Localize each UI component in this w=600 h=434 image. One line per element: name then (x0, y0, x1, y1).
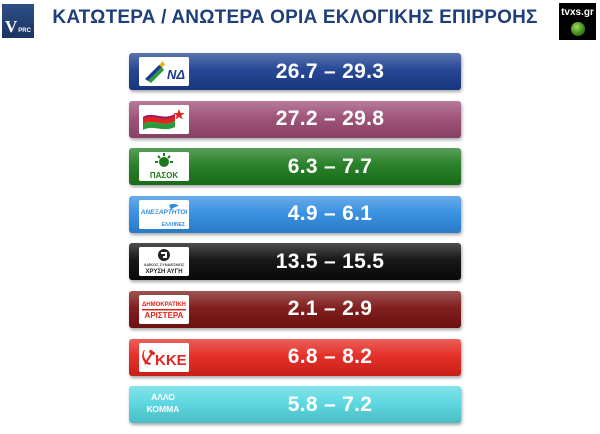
xa-logo: ΛΑΪΚΟΣ ΣΥΝΔΕΣΜΟΣ ΧΡΥΣΗ ΑΥΓΗ (139, 247, 189, 277)
dimar-logo: ΔΗΜΟΚΡΑΤΙΚΗ ΑΡΙΣΤΕΡΑ (139, 294, 189, 324)
pasok-logo-text: ΠΑΣΟΚ (149, 171, 179, 181)
results-table: ΝΔ 26.7 – 29.3 27.2 – 29.8 (129, 53, 461, 434)
dimar-logo-text-2: ΑΡΙΣΤΕΡΑ (144, 310, 184, 320)
tvxs-logo-text: tvxs.gr (561, 7, 594, 18)
syriza-logo (139, 104, 189, 134)
anel-logo: ΑΝΕΞΑΡΤΗΤΟΙ ΕΛΛΗΝΕΣ (139, 199, 189, 229)
anel-bird-icon (139, 199, 189, 229)
syriza-flag-icon (139, 104, 189, 134)
other-party-label-1: ΑΛΛΟ (151, 392, 175, 403)
xa-logo-toptext: ΛΑΪΚΟΣ ΣΥΝΔΕΣΜΟΣ (143, 262, 185, 268)
nd-torch-icon: ΝΔ (139, 57, 189, 86)
party-row-syriza: 27.2 – 29.8 (129, 100, 461, 138)
vprc-logo: V PRC (2, 4, 34, 38)
kke-logo-text: ΚΚΕ (155, 352, 187, 369)
party-row-nd: ΝΔ 26.7 – 29.3 (129, 53, 461, 90)
globe-icon (570, 22, 585, 36)
hammer-sickle-icon: ΚΚΕ (139, 342, 189, 372)
chart-title: ΚΑΤΩΤΕΡΑ / ΑΝΩΤΕΡΑ ΟΡΙΑ ΕΚΛΟΓΙΚΗΣ ΕΠΙΡΡΟ… (52, 7, 538, 28)
xa-logo-text: ΧΡΥΣΗ ΑΥΓΗ (145, 269, 183, 276)
range-value: 2.1 – 2.9 (287, 297, 373, 321)
dimar-logo-text-1: ΔΗΜΟΚΡΑΤΙΚΗ (141, 301, 187, 308)
pasok-logo: ΠΑΣΟΚ (139, 152, 189, 182)
range-value: 4.9 – 6.1 (287, 202, 373, 226)
range-value: 27.2 – 29.8 (275, 107, 385, 131)
party-row-xa: ΛΑΪΚΟΣ ΣΥΝΔΕΣΜΟΣ ΧΡΥΣΗ ΑΥΓΗ 13.5 – 15.5 (129, 243, 461, 281)
anel-logo-text: ΑΝΕΞΑΡΤΗΤΟΙ (140, 209, 188, 217)
pasok-sun-icon (139, 152, 189, 182)
range-value: 13.5 – 15.5 (275, 249, 385, 273)
vprc-logo-mark: V (5, 17, 18, 36)
kke-logo: ΚΚΕ (139, 342, 189, 372)
dimar-stripe-icon (139, 294, 189, 324)
range-value: 6.8 – 8.2 (287, 345, 373, 369)
nd-logo: ΝΔ (139, 57, 189, 86)
anel-logo-subtext: ΕΛΛΗΝΕΣ (161, 221, 185, 228)
party-row-anel: ΑΝΕΞΑΡΤΗΤΟΙ ΕΛΛΗΝΕΣ 4.9 – 6.1 (129, 195, 461, 233)
vprc-logo-text: PRC (18, 28, 31, 34)
range-value: 6.3 – 7.7 (287, 154, 373, 178)
other-party-label-2: ΚΟΜΜΑ (146, 404, 180, 415)
party-row-other: ΑΛΛΟ ΚΟΜΜΑ 5.8 – 7.2 (129, 386, 461, 424)
header-bar: V PRC ΚΑΤΩΤΕΡΑ / ΑΝΩΤΕΡΑ ΟΡΙΑ ΕΚΛΟΓΙΚΗΣ Ε… (0, 0, 600, 44)
nd-logo-text: ΝΔ (167, 67, 185, 82)
tvxs-logo: tvxs.gr (559, 3, 596, 40)
meander-icon (139, 247, 189, 277)
range-value: 26.7 – 29.3 (275, 59, 385, 83)
other-party-label: ΑΛΛΟ ΚΟΜΜΑ (133, 391, 193, 415)
party-row-kke: ΚΚΕ 6.8 – 8.2 (129, 338, 461, 376)
party-row-pasok: ΠΑΣΟΚ 6.3 – 7.7 (129, 148, 461, 186)
party-row-dimar: ΔΗΜΟΚΡΑΤΙΚΗ ΑΡΙΣΤΕΡΑ 2.1 – 2.9 (129, 290, 461, 328)
range-value: 5.8 – 7.2 (287, 392, 373, 416)
